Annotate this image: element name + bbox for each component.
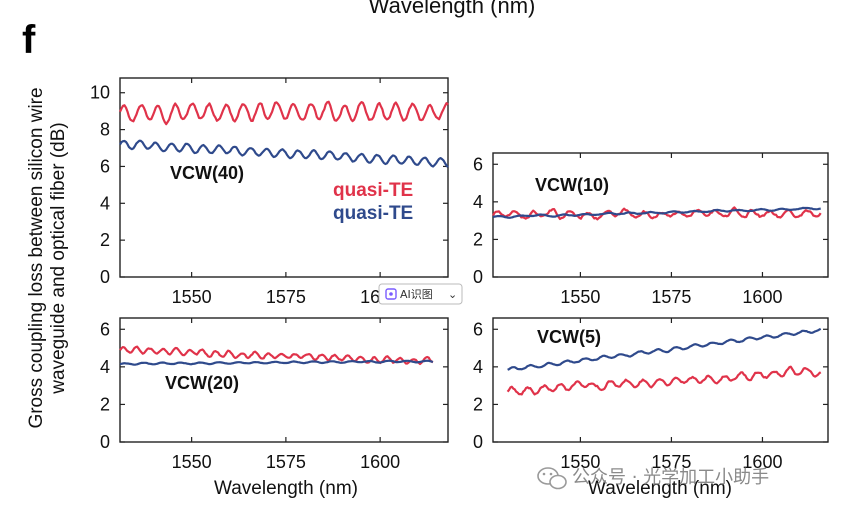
vcw10-ytick-label: 2 <box>473 229 483 249</box>
vcw40-ytick-label: 8 <box>100 120 110 140</box>
watermark: 公众号 · 光学加工小助手 <box>537 467 769 490</box>
ai-button-label: AI识图 <box>400 288 433 301</box>
vcw20-ytick-label: 4 <box>100 357 110 377</box>
vcw10-ytick-label: 0 <box>473 267 483 287</box>
vcw10-series-blue-line <box>492 206 821 219</box>
y-axis-title-line1: Gross coupling loss between silicon wire <box>26 87 47 428</box>
vcw40-plot-frame <box>119 77 449 278</box>
y-axis-title-group: Gross coupling loss between silicon wire… <box>26 87 69 428</box>
annotation-vcw5: VCW(5) <box>537 327 601 347</box>
vcw40-ytick-label: 0 <box>100 267 110 287</box>
vcw5-xtick-label: 1550 <box>560 452 600 472</box>
panel-vcw20: 0 2 4 6 1550 1575 1600 <box>100 317 449 472</box>
vcw10-xtick-label: 1575 <box>651 287 691 307</box>
vcw40-xtick-label: 1575 <box>266 287 306 307</box>
y-axis-title-line2: waveguide and optical fiber (dB) <box>48 122 69 394</box>
vcw5-series-red-line <box>506 365 822 396</box>
panel-vcw5: 0 2 4 6 1550 1575 1600 <box>473 317 829 472</box>
vcw5-plot-frame <box>492 317 829 443</box>
watermark-text: 公众号 · 光学加工小助手 <box>572 467 769 488</box>
vcw40-ytick-label: 2 <box>100 230 110 250</box>
ai-button-bg[interactable] <box>378 283 463 305</box>
vcw5-ytick-label: 4 <box>473 357 483 377</box>
annotation-vcw10: VCW(10) <box>535 175 609 195</box>
vcw40-ytick-label: 4 <box>100 193 110 213</box>
vcw10-xtick-label: 1600 <box>742 287 782 307</box>
vcw10-ytick-label: 4 <box>473 192 483 212</box>
vcw40-series-red-line <box>118 100 449 126</box>
x-axis-title-right: Wavelength (nm) <box>588 478 732 499</box>
vcw20-series-blue-line <box>119 359 434 366</box>
vcw40-xtick-label: 1550 <box>172 287 212 307</box>
panel-letter: f <box>22 18 36 62</box>
vcw20-xtick-label: 1575 <box>266 452 306 472</box>
vcw40-ytick-label: 10 <box>90 83 110 103</box>
vcw20-plot-frame <box>119 317 449 443</box>
vcw20-ytick-label: 0 <box>100 432 110 452</box>
wechat-icon <box>537 467 567 490</box>
vcw10-xtick-label: 1550 <box>560 287 600 307</box>
vcw20-ytick-label: 2 <box>100 394 110 414</box>
panel-vcw10: 0 2 4 6 1550 1575 1600 <box>473 152 829 307</box>
legend-quasi-te-red: quasi-TE <box>333 180 413 201</box>
vcw20-ytick-label: 6 <box>100 319 110 339</box>
annotation-vcw20: VCW(20) <box>165 373 239 393</box>
top-cut-xlabel: Wavelength (nm) <box>369 0 536 18</box>
ai-recognize-button[interactable]: AI识图 ⌄ <box>378 283 463 305</box>
vcw10-ytick-label: 6 <box>473 154 483 174</box>
vcw5-ytick-label: 6 <box>473 319 483 339</box>
vcw10-series-red-line <box>492 206 822 221</box>
vcw20-xtick-label: 1600 <box>360 452 400 472</box>
annotation-vcw40: VCW(40) <box>170 163 244 183</box>
x-axis-title-left: Wavelength (nm) <box>214 478 358 499</box>
vcw20-xtick-label: 1550 <box>172 452 212 472</box>
vcw5-ytick-label: 2 <box>473 394 483 414</box>
ai-scan-icon <box>385 288 397 300</box>
vcw40-series-blue-line <box>119 139 449 168</box>
vcw5-xtick-label: 1600 <box>742 452 782 472</box>
vcw5-xtick-label: 1575 <box>651 452 691 472</box>
chevron-down-icon: ⌄ <box>448 288 457 301</box>
vcw40-ytick-label: 6 <box>100 156 110 176</box>
vcw5-ytick-label: 0 <box>473 432 483 452</box>
legend-quasi-te-blue: quasi-TE <box>333 203 413 224</box>
vcw5-series-blue-line <box>507 327 822 371</box>
